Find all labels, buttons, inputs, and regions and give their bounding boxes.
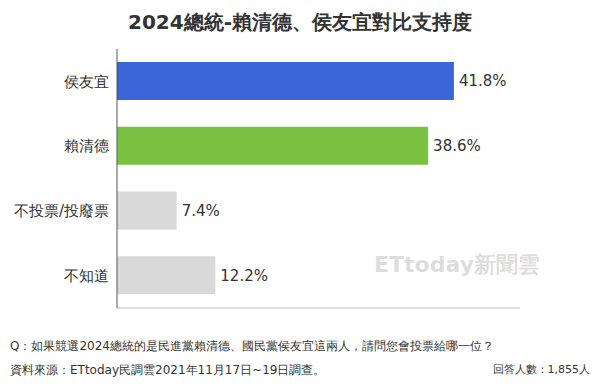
svg-text:不投票/投廢票: 不投票/投廢票 xyxy=(14,202,109,220)
html-text:Q：如果競選2024總統的是民進黨賴清德、國民黨侯友宜這兩人: Q：如果競選2024總統的是民進黨賴清德、國民黨侯友宜這兩人，請問您會投票給哪一… xyxy=(10,339,494,353)
svg-text:不知道: 不知道 xyxy=(64,267,109,285)
svg-text:41.8%: 41.8% xyxy=(459,72,507,90)
html-text:2024總統-賴清德、侯友宜對比支持度: 2024總統-賴清德、侯友宜對比支持度 xyxy=(128,10,472,34)
html-text:回答人數：1,855人: 回答人數：1,855人 xyxy=(492,363,590,376)
svg-text:7.4%: 7.4% xyxy=(182,202,220,220)
html-text:資料來源：ETtoday民調雲2021年11月17日~19日: 資料來源：ETtoday民調雲2021年11月17日~19日調查。 xyxy=(10,363,326,377)
svg-text:38.6%: 38.6% xyxy=(433,137,481,155)
html-text:ETtoday新聞雲: ETtoday新聞雲 xyxy=(374,252,540,277)
svg-text:侯友宜: 侯友宜 xyxy=(64,73,109,91)
svg-text:12.2%: 12.2% xyxy=(220,267,268,285)
svg-text:賴清德: 賴清德 xyxy=(64,137,109,155)
